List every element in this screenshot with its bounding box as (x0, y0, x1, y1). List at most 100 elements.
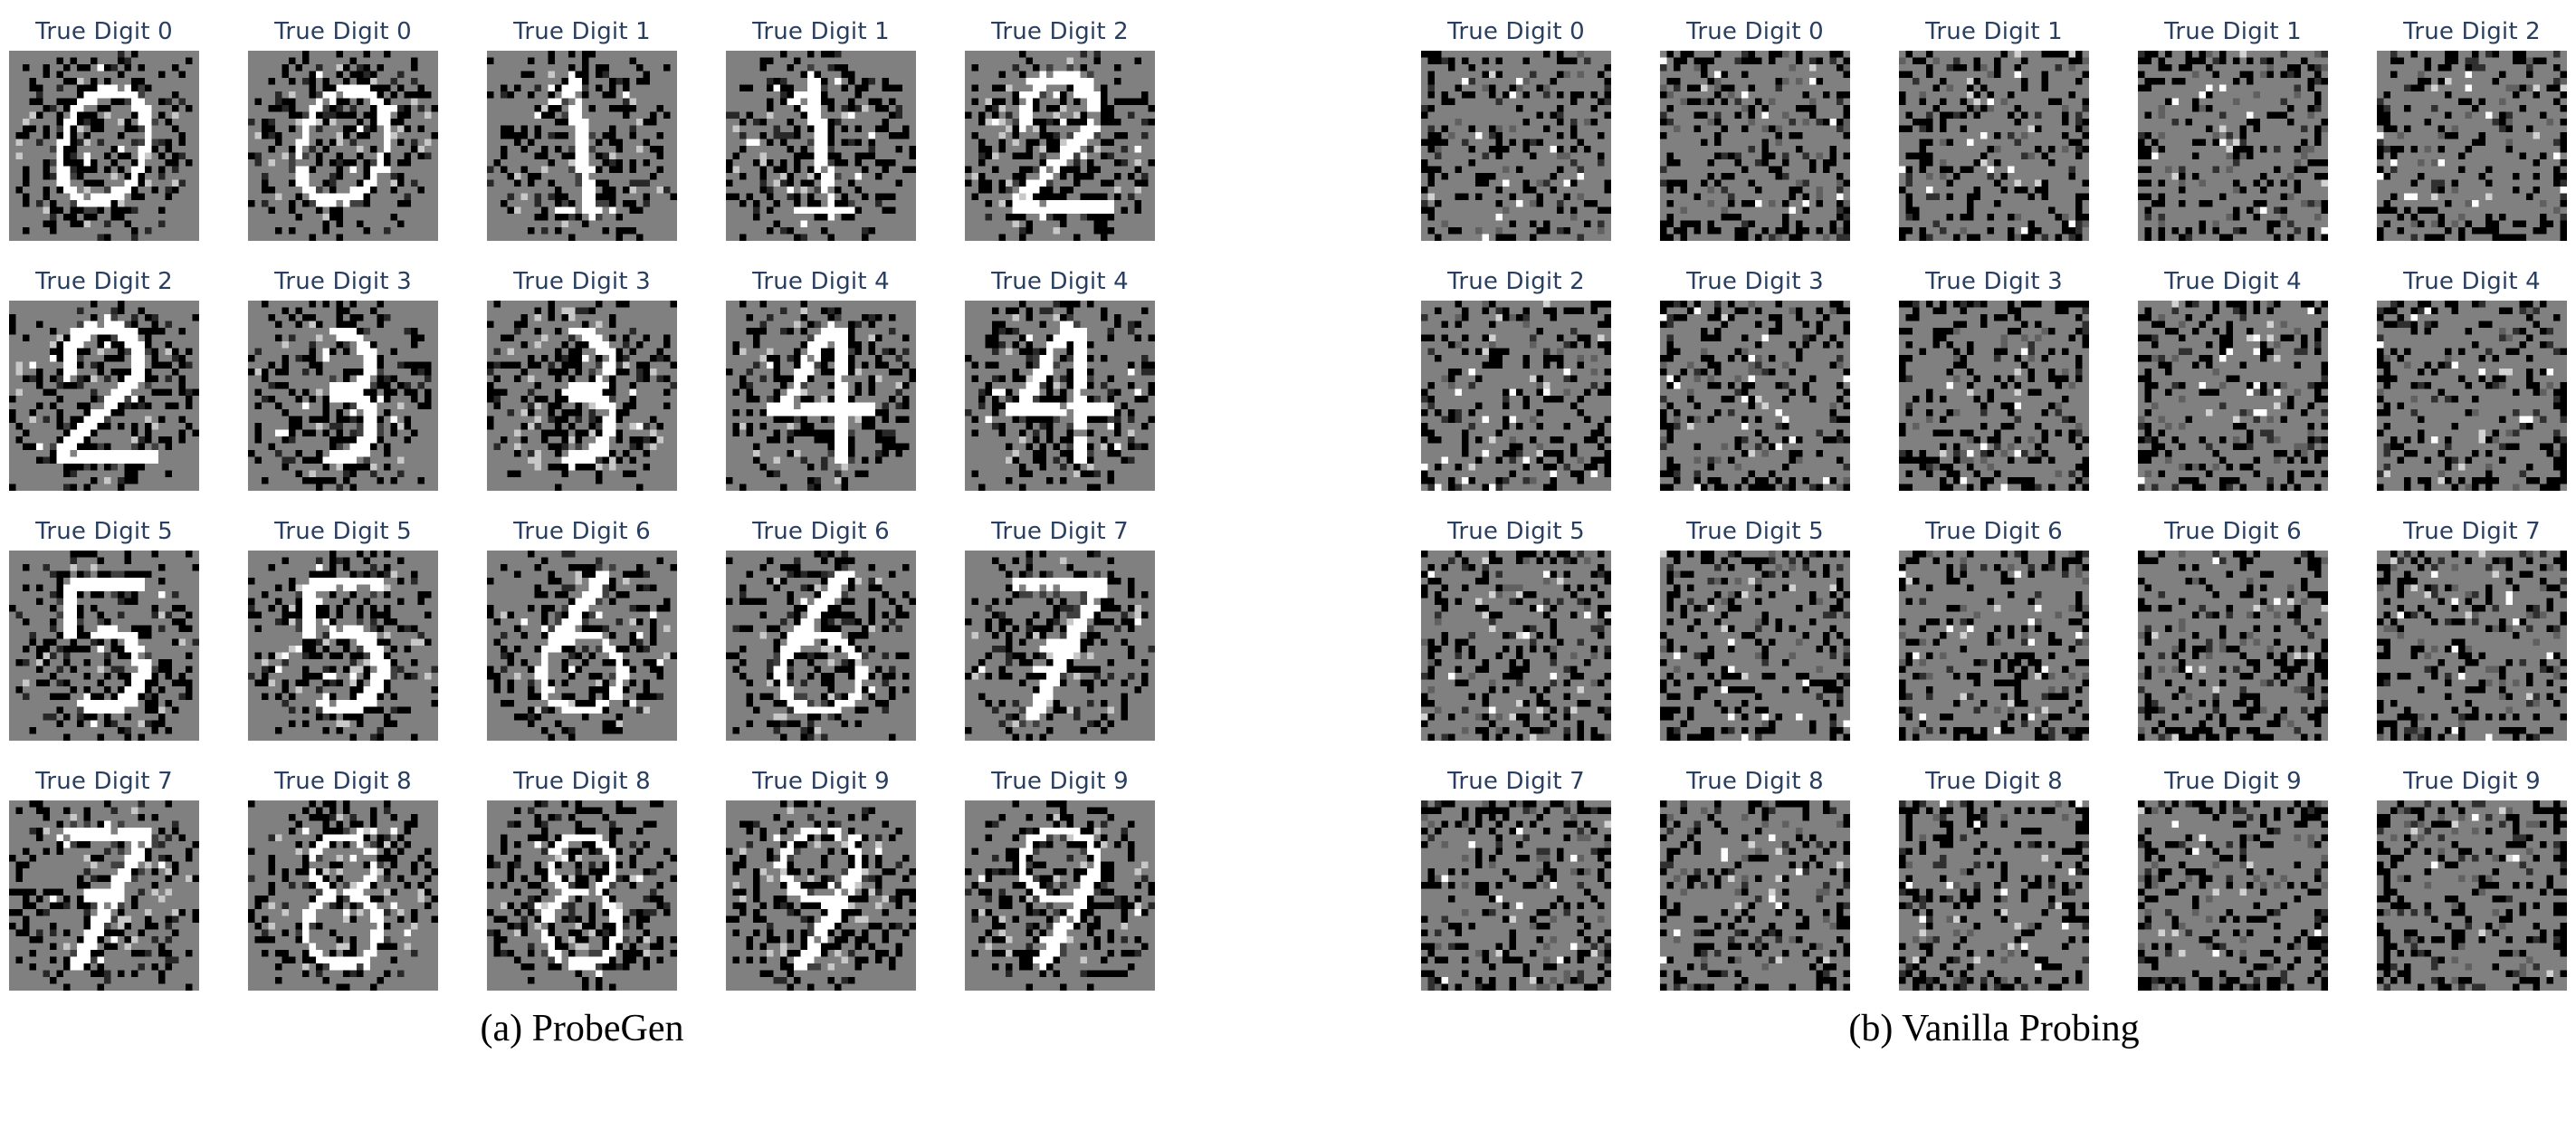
subplot-title: True Digit 5 (35, 518, 173, 545)
subplot-title: True Digit 4 (991, 268, 1129, 295)
subplot-title: True Digit 4 (2403, 268, 2541, 295)
probe-image (965, 301, 1155, 491)
probe-image (2138, 800, 2328, 991)
subplot-title: True Digit 5 (1447, 518, 1585, 545)
subplot-title: True Digit 8 (1925, 768, 2063, 795)
probe-image (1421, 800, 1611, 991)
subplot-title: True Digit 9 (2164, 768, 2302, 795)
probe-image (726, 51, 916, 241)
probe-image (9, 551, 199, 741)
subplot-cell: True Digit 3 (487, 268, 677, 491)
probe-image (965, 800, 1155, 991)
probe-image (248, 51, 438, 241)
subplot-cell: True Digit 4 (726, 268, 916, 491)
probe-image (2138, 551, 2328, 741)
subplot-cell: True Digit 1 (726, 18, 916, 241)
subplot-cell: True Digit 5 (9, 518, 199, 741)
subplot-cell: True Digit 2 (965, 18, 1155, 241)
panel-b: True Digit 0 True Digit 0 True Digit 1 True… (1421, 18, 2567, 1050)
probe-image (726, 301, 916, 491)
subplot-cell: True Digit 8 (248, 768, 438, 991)
probe-image (487, 551, 677, 741)
subplot-title: True Digit 0 (1686, 18, 1824, 45)
probe-image (1660, 51, 1850, 241)
subplot-title: True Digit 1 (513, 18, 651, 45)
caption-a: (a) ProbeGen (480, 1007, 683, 1050)
subplot-title: True Digit 6 (752, 518, 890, 545)
probe-image (9, 800, 199, 991)
grid-a: True Digit 0 True Digit 0 True Digit 1 True… (9, 18, 1155, 991)
subplot-title: True Digit 3 (1925, 268, 2063, 295)
probe-image (1899, 51, 2089, 241)
subplot-cell: True Digit 3 (1660, 268, 1850, 491)
subplot-title: True Digit 9 (991, 768, 1129, 795)
subplot-title: True Digit 3 (1686, 268, 1824, 295)
probe-image (1421, 551, 1611, 741)
subplot-title: True Digit 5 (1686, 518, 1824, 545)
probe-image (487, 301, 677, 491)
subplot-title: True Digit 0 (1447, 18, 1585, 45)
subplot-title: True Digit 4 (2164, 268, 2302, 295)
caption-b: (b) Vanilla Probing (1848, 1007, 2139, 1050)
subplot-cell: True Digit 4 (2138, 268, 2328, 491)
probe-image (487, 800, 677, 991)
subplot-cell: True Digit 9 (965, 768, 1155, 991)
subplot-cell: True Digit 7 (9, 768, 199, 991)
subplot-cell: True Digit 5 (1421, 518, 1611, 741)
probe-image (248, 301, 438, 491)
subplot-title: True Digit 1 (1925, 18, 2063, 45)
probe-image (9, 301, 199, 491)
subplot-title: True Digit 2 (35, 268, 173, 295)
probe-image (487, 51, 677, 241)
probe-image (2377, 551, 2567, 741)
subplot-cell: True Digit 0 (9, 18, 199, 241)
subplot-title: True Digit 8 (274, 768, 412, 795)
subplot-cell: True Digit 6 (726, 518, 916, 741)
subplot-cell: True Digit 3 (248, 268, 438, 491)
subplot-title: True Digit 3 (274, 268, 412, 295)
grid-b: True Digit 0 True Digit 0 True Digit 1 True… (1421, 18, 2567, 991)
subplot-title: True Digit 2 (1447, 268, 1585, 295)
subplot-cell: True Digit 5 (1660, 518, 1850, 741)
probe-image (1660, 301, 1850, 491)
subplot-title: True Digit 5 (274, 518, 412, 545)
probe-image (1899, 551, 2089, 741)
panel-a: True Digit 0 True Digit 0 True Digit 1 True… (9, 18, 1155, 1050)
subplot-title: True Digit 1 (752, 18, 890, 45)
subplot-cell: True Digit 1 (2138, 18, 2328, 241)
probe-image (2377, 301, 2567, 491)
probe-image (9, 51, 199, 241)
probe-image (2138, 51, 2328, 241)
subplot-cell: True Digit 7 (965, 518, 1155, 741)
probe-image (1660, 800, 1850, 991)
probe-image (1660, 551, 1850, 741)
subplot-title: True Digit 9 (752, 768, 890, 795)
subplot-title: True Digit 3 (513, 268, 651, 295)
subplot-cell: True Digit 0 (248, 18, 438, 241)
subplot-title: True Digit 9 (2403, 768, 2541, 795)
subplot-cell: True Digit 1 (487, 18, 677, 241)
subplot-cell: True Digit 2 (1421, 268, 1611, 491)
probe-image (1421, 301, 1611, 491)
subplot-cell: True Digit 8 (1660, 768, 1850, 991)
figure-wrap: True Digit 0 True Digit 0 True Digit 1 True… (0, 0, 2576, 1059)
subplot-title: True Digit 8 (513, 768, 651, 795)
subplot-cell: True Digit 2 (2377, 18, 2567, 241)
subplot-cell: True Digit 6 (2138, 518, 2328, 741)
subplot-cell: True Digit 9 (2138, 768, 2328, 991)
subplot-title: True Digit 2 (2403, 18, 2541, 45)
subplot-cell: True Digit 6 (1899, 518, 2089, 741)
probe-image (965, 551, 1155, 741)
subplot-cell: True Digit 7 (2377, 518, 2567, 741)
probe-image (1899, 800, 2089, 991)
subplot-cell: True Digit 4 (2377, 268, 2567, 491)
subplot-cell: True Digit 8 (1899, 768, 2089, 991)
probe-image (2138, 301, 2328, 491)
subplot-title: True Digit 1 (2164, 18, 2302, 45)
subplot-cell: True Digit 3 (1899, 268, 2089, 491)
probe-image (2377, 51, 2567, 241)
subplot-title: True Digit 0 (274, 18, 412, 45)
probe-image (965, 51, 1155, 241)
subplot-cell: True Digit 1 (1899, 18, 2089, 241)
subplot-title: True Digit 7 (35, 768, 173, 795)
